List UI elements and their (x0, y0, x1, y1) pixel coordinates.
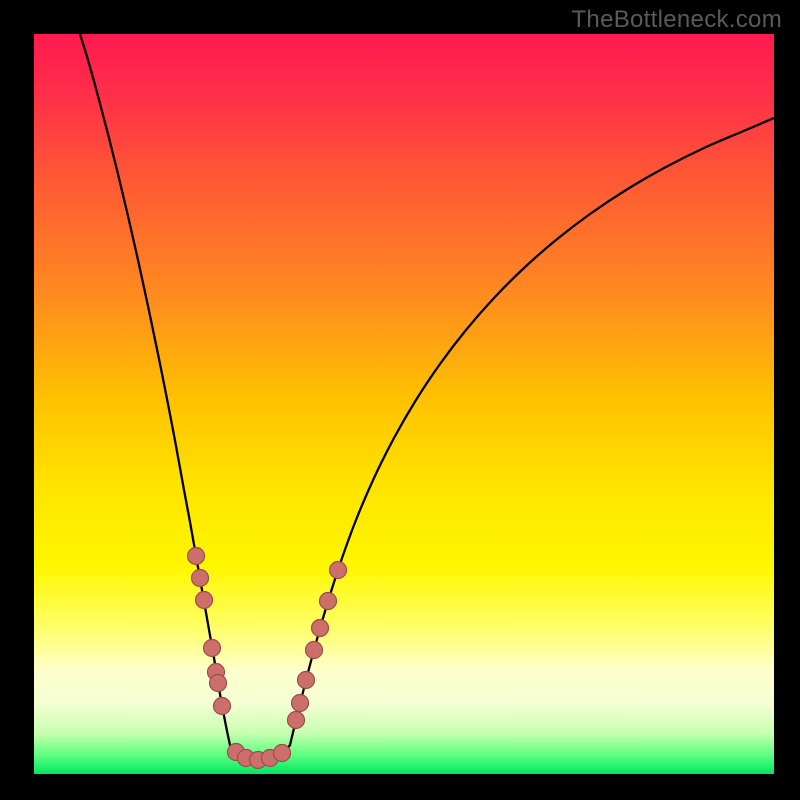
curve-left (80, 34, 230, 745)
curve-marker (192, 570, 209, 587)
curve-marker (210, 675, 227, 692)
curve-marker (214, 698, 231, 715)
chart-plot-area (34, 34, 774, 774)
curve-marker (288, 712, 305, 729)
curve-marker (320, 593, 337, 610)
curve-marker (274, 745, 291, 762)
curve-markers (188, 548, 347, 769)
watermark-text: TheBottleneck.com (571, 6, 782, 34)
curve-right (290, 118, 774, 745)
curve-marker (292, 695, 309, 712)
curve-marker (330, 562, 347, 579)
curve-marker (204, 640, 221, 657)
curve-marker (298, 672, 315, 689)
chart-svg (34, 34, 774, 774)
curve-marker (196, 592, 213, 609)
curve-marker (188, 548, 205, 565)
curve-marker (306, 642, 323, 659)
curve-marker (312, 620, 329, 637)
